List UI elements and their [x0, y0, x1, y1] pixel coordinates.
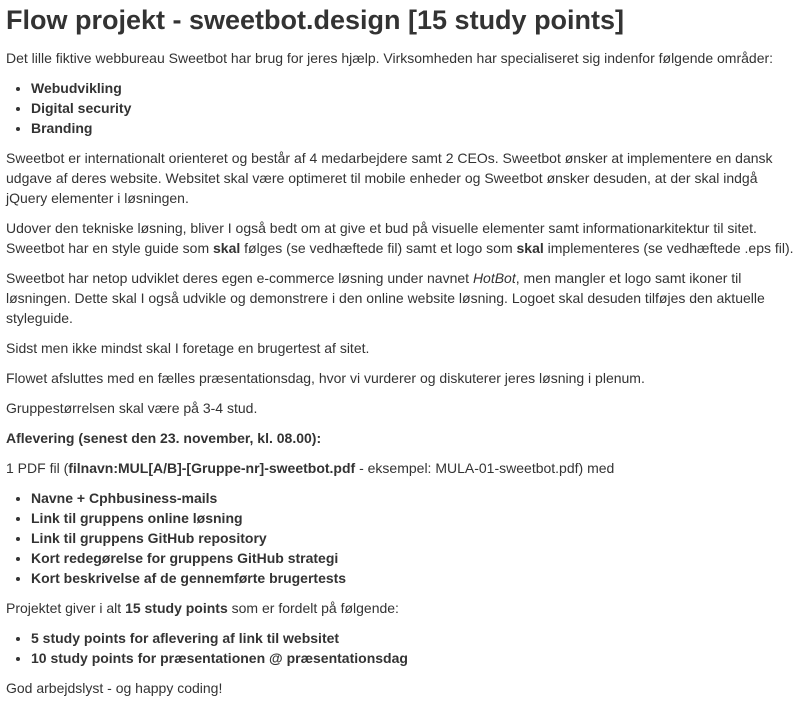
- international-paragraph: Sweetbot er internationalt orienteret og…: [6, 150, 773, 206]
- list-item: Link til gruppens online løsning: [31, 508, 796, 528]
- areas-list: Webudvikling Digital security Branding: [6, 78, 796, 138]
- points-paragraph: Projektet giver i alt 15 study points so…: [6, 600, 399, 616]
- list-item: Link til gruppens GitHub repository: [31, 528, 796, 548]
- technical-paragraph: Udover den tekniske løsning, bliver I og…: [6, 220, 794, 256]
- list-item: Branding: [31, 118, 796, 138]
- list-item: 5 study points for aflevering af link ti…: [31, 628, 796, 648]
- list-item: 10 study points for præsentationen @ præ…: [31, 648, 796, 668]
- closing-paragraph: God arbejdslyst - og happy coding!: [6, 680, 223, 696]
- deliverables-list: Navne + Cphbusiness-mails Link til grupp…: [6, 488, 796, 588]
- list-item: Kort redegørelse for gruppens GitHub str…: [31, 548, 796, 568]
- list-item: Webudvikling: [31, 78, 796, 98]
- usertest-paragraph: Sidst men ikke mindst skal I foretage en…: [6, 340, 370, 356]
- group-size-paragraph: Gruppestørrelsen skal være på 3-4 stud.: [6, 400, 258, 416]
- intro-paragraph: Det lille fiktive webbureau Sweetbot har…: [6, 50, 774, 66]
- list-item: Kort beskrivelse af de gennemførte bruge…: [31, 568, 796, 588]
- points-list: 5 study points for aflevering af link ti…: [6, 628, 796, 668]
- deadline-heading: Aflevering (senest den 23. november, kl.…: [6, 430, 322, 446]
- list-item: Digital security: [31, 98, 796, 118]
- flow-paragraph: Flowet afsluttes med en fælles præsentat…: [6, 370, 645, 386]
- pdf-paragraph: 1 PDF fil (filnavn:MUL[A/B]-[Gruppe-nr]-…: [6, 460, 615, 476]
- hotbot-paragraph: Sweetbot har netop udviklet deres egen e…: [6, 270, 765, 326]
- list-item: Navne + Cphbusiness-mails: [31, 488, 796, 508]
- page-title: Flow projekt - sweetbot.design [15 study…: [6, 5, 625, 35]
